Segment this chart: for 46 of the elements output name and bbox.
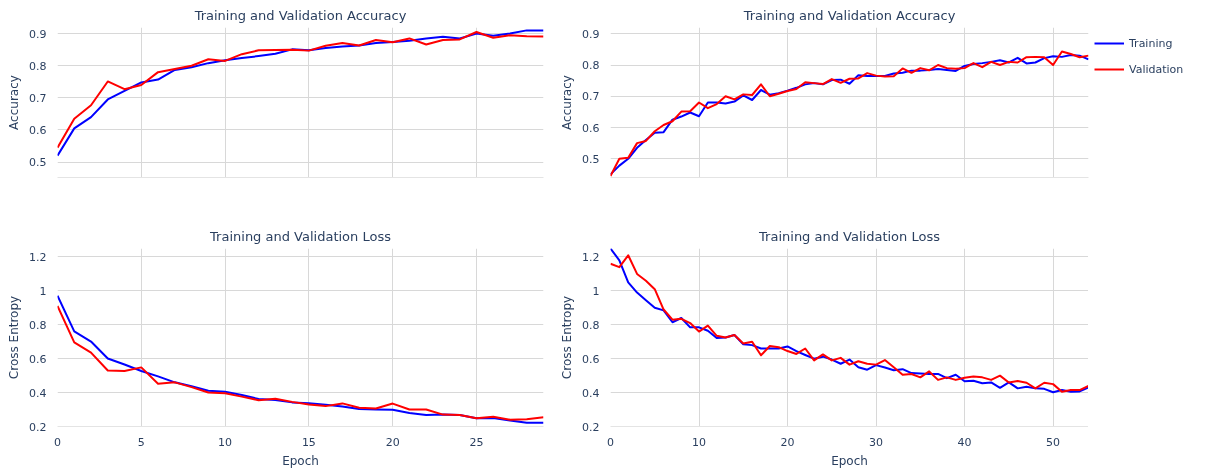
x-tick-label: 20 <box>780 435 795 449</box>
y-axis-title: Accuracy <box>560 75 575 130</box>
legend-label: Validation <box>1129 62 1184 76</box>
x-tick-label: 5 <box>137 435 145 449</box>
y-tick-label: 0.6 <box>29 123 47 137</box>
y-tick-label: 1.2 <box>29 250 47 264</box>
y-tick-label: 0.6 <box>29 352 47 366</box>
y-tick-label: 0.5 <box>582 152 600 166</box>
chart-title: Training and Validation Accuracy <box>742 7 956 23</box>
x-tick-label: 15 <box>301 435 316 449</box>
chart-title: Training and Validation Loss <box>209 228 392 244</box>
y-axis-title: Cross Entropy <box>7 295 22 380</box>
y-tick-label: 0.9 <box>582 27 600 41</box>
x-tick-label: 30 <box>869 435 884 449</box>
chart-title: Training and Validation Accuracy <box>193 7 407 23</box>
x-tick-label: 10 <box>218 435 233 449</box>
x-axis-title: Epoch <box>831 453 868 468</box>
y-tick-label: 0.4 <box>582 386 600 400</box>
y-tick-label: 1 <box>592 284 600 298</box>
x-tick-label: 20 <box>385 435 400 449</box>
y-tick-label: 0.5 <box>29 156 47 170</box>
y-tick-label: 0.8 <box>29 59 47 73</box>
x-tick-label: 0 <box>607 435 614 449</box>
y-tick-label: 0.2 <box>29 420 47 434</box>
y-tick-label: 0.2 <box>582 420 600 434</box>
x-tick-label: 50 <box>1046 435 1061 449</box>
y-axis-title: Accuracy <box>7 75 22 130</box>
y-tick-label: 0.4 <box>29 386 47 400</box>
y-tick-label: 0.7 <box>582 90 600 104</box>
chart-title: Training and Validation Loss <box>758 228 941 244</box>
y-axis-title: Cross Entropy <box>560 295 575 380</box>
y-tick-label: 0.6 <box>582 121 600 135</box>
x-axis-title: Epoch <box>282 453 319 468</box>
x-tick-label: 10 <box>692 435 707 449</box>
y-tick-label: 0.8 <box>582 59 600 72</box>
y-tick-label: 0.9 <box>29 27 47 41</box>
x-tick-label: 0 <box>54 435 61 449</box>
y-tick-label: 0.8 <box>582 318 600 332</box>
y-tick-label: 1.2 <box>582 250 600 264</box>
x-tick-label: 40 <box>957 435 972 449</box>
legend-label: Training <box>1129 36 1173 50</box>
y-tick-label: 0.6 <box>582 352 600 366</box>
y-tick-label: 0.8 <box>29 318 47 332</box>
x-tick-label: 25 <box>469 435 484 449</box>
y-tick-label: 0.7 <box>29 91 47 105</box>
y-tick-label: 1 <box>39 284 47 298</box>
